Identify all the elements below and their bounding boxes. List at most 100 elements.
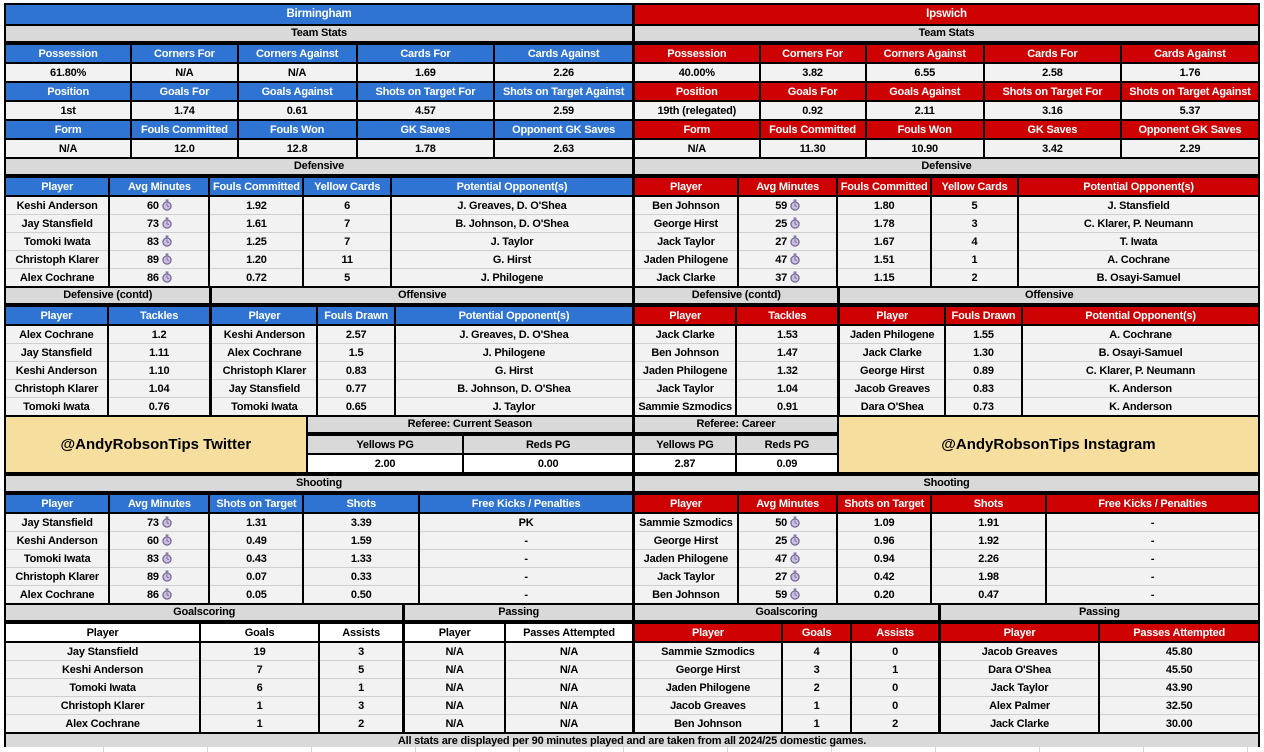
player-cell: Ben Johnson	[635, 585, 738, 603]
column-header: Tackles	[106, 305, 210, 326]
free-kicks-cell: -	[418, 531, 632, 550]
player-cell: Christoph Klarer	[6, 379, 108, 398]
fouls-committed-cell: 1.20	[208, 250, 304, 269]
potential-opponents-cell: G. Hirst	[393, 361, 632, 380]
shooting-header-row: Player Avg Minutes Shots on Target Shots…	[6, 493, 632, 514]
column-header: Yellow Cards	[929, 176, 1019, 197]
stat-header-cell: Goals For	[758, 81, 866, 102]
table-row: Jack Clarke 1.30 B. Osayi-Samuel	[840, 343, 1258, 362]
passing-table-left: Player Passes Attempted N/A N/A N/A N/A	[405, 622, 632, 732]
column-header: Avg Minutes	[108, 493, 210, 514]
table-row: Jack Clarke 1.53	[635, 324, 838, 344]
tackles-body-left: Alex Cochrane 1.2 Jay Stansfield 1.11 Ke…	[6, 324, 210, 415]
fouls-committed-cell: 1.78	[836, 214, 931, 233]
yellow-cards-cell: 3	[929, 214, 1019, 233]
shooting-table-right: Player Avg Minutes Shots on Target Shots…	[635, 493, 1258, 603]
assists-cell: 0	[850, 641, 938, 661]
player-cell: George Hirst	[635, 214, 738, 233]
stat-value-cell: 5.37	[1119, 100, 1258, 120]
section-title-offensive-right: Offensive	[840, 286, 1258, 305]
table-row: Christoph Klarer 1 3	[6, 696, 403, 715]
stat-value-row: 40.00% 3.82 6.55 2.58 1.76	[635, 62, 1258, 82]
team-stats-body-right: Possession Corners For Corners Against C…	[635, 43, 1258, 157]
referee-value-row: 2.87 0.09	[635, 453, 837, 472]
player-cell: Jay Stansfield	[212, 379, 318, 398]
column-header: Fouls Drawn	[316, 305, 395, 326]
potential-opponents-cell: J. Philogene	[393, 343, 632, 362]
stat-value-cell: 11.30	[758, 138, 866, 157]
avg-minutes-cell: 89	[108, 567, 210, 586]
column-header: Player	[6, 493, 110, 514]
stat-header-cell: Cards For	[355, 43, 495, 64]
promo-referee-left: @AndyRobsonTips Twitter Referee: Current…	[6, 417, 632, 472]
player-cell: N/A	[405, 641, 505, 661]
table-row: Jack Taylor 43.90	[940, 678, 1258, 697]
referee-title-career: Referee: Career	[635, 417, 837, 434]
stopwatch-icon	[790, 253, 800, 265]
offensive-header-row: Player Fouls Drawn Potential Opponent(s)	[840, 305, 1258, 326]
goals-cell: 1	[199, 714, 320, 732]
avg-minutes-cell: 73	[108, 214, 210, 233]
stopwatch-icon	[790, 235, 800, 247]
potential-opponents-cell: B. Osayi-Samuel	[1017, 268, 1258, 286]
team-stats-table-left: Possession Corners For Corners Against C…	[6, 43, 632, 157]
table-row: Tomoki Iwata 83 0.43 1.33 -	[6, 549, 632, 568]
table-row: Christoph Klarer 0.83 G. Hirst	[212, 361, 632, 380]
player-cell: Jaden Philogene	[635, 361, 737, 380]
shots-cell: 0.33	[302, 567, 420, 586]
stat-value-cell: 10.90	[864, 138, 984, 157]
column-header: Player	[6, 305, 108, 326]
table-row: N/A N/A	[405, 696, 632, 715]
shots-on-target-cell: 0.42	[836, 567, 931, 586]
stat-value-cell: 19th (relegated)	[635, 100, 760, 120]
passes-attempted-cell: 45.50	[1098, 660, 1258, 679]
table-row: Ben Johnson 59 1.80 5 J. Stansfield	[635, 195, 1258, 215]
goals-cell: 19	[199, 641, 320, 661]
defensive-contd-right: Defensive (contd) Player Tackles Jack Cl…	[635, 286, 838, 415]
yellow-cards-cell: 7	[302, 232, 391, 251]
player-cell: Alex Cochrane	[6, 268, 110, 286]
tackles-body-right: Jack Clarke 1.53 Ben Johnson 1.47 Jaden …	[635, 324, 838, 415]
column-header: Potential Opponent(s)	[389, 176, 632, 197]
stat-header-cell: Shots on Target Against	[1119, 81, 1258, 102]
passing-right: Passing Player Passes Attempted Jacob Gr…	[937, 603, 1258, 732]
player-cell: Ben Johnson	[635, 195, 738, 215]
fouls-committed-cell: 0.72	[208, 268, 304, 286]
table-row: Jay Stansfield 0.77 B. Johnson, D. O'She…	[212, 379, 632, 398]
contd-offensive-band: Defensive (contd) Player Tackles Alex Co…	[6, 286, 1258, 415]
table-row: Keshi Anderson 60 0.49 1.59 -	[6, 531, 632, 550]
yellow-cards-cell: 5	[302, 268, 391, 286]
shots-on-target-cell: 0.49	[208, 531, 304, 550]
promo-referee-band: @AndyRobsonTips Twitter Referee: Current…	[6, 415, 1258, 474]
player-cell: Christoph Klarer	[6, 696, 201, 715]
player-cell: Alex Cochrane	[212, 343, 318, 362]
section-title-goalscoring-left: Goalscoring	[6, 603, 403, 622]
promo-twitter: @AndyRobsonTips Twitter	[6, 417, 308, 472]
fouls-drawn-cell: 0.65	[316, 397, 395, 415]
column-header: Goals	[780, 622, 852, 643]
column-header: Player	[635, 176, 738, 197]
passes-attempted-cell: 30.00	[1098, 714, 1258, 732]
fouls-drawn-cell: 0.83	[943, 379, 1023, 398]
section-title-offensive-left: Offensive	[212, 286, 632, 305]
column-header: Shots	[929, 493, 1047, 514]
stat-value-cell: 12.8	[236, 138, 357, 157]
stat-value-cell: 1.74	[130, 100, 238, 120]
stat-value-cell: 61.80%	[6, 62, 132, 82]
player-cell: Jacob Greaves	[940, 641, 1100, 661]
avg-minutes-cell: 37	[736, 268, 838, 286]
stat-value-cell: 12.0	[130, 138, 238, 157]
team-stats-table-right: Possession Corners For Corners Against C…	[635, 43, 1258, 157]
contd-offensive-left: Defensive (contd) Player Tackles Alex Co…	[6, 286, 632, 415]
avg-minutes-cell: 86	[108, 268, 210, 286]
goals-cell: 1	[780, 714, 852, 732]
avg-minutes-cell: 25	[736, 214, 838, 233]
stat-header-cell: Corners Against	[864, 43, 984, 64]
column-header: Tackles	[735, 305, 838, 326]
column-header: Potential Opponent(s)	[1021, 305, 1258, 326]
player-cell: Jack Clarke	[635, 324, 737, 344]
player-cell: Christoph Klarer	[6, 567, 110, 586]
table-row: Jay Stansfield 19 3	[6, 641, 403, 661]
column-header: Player	[635, 305, 737, 326]
shots-cell: 3.39	[302, 512, 420, 532]
